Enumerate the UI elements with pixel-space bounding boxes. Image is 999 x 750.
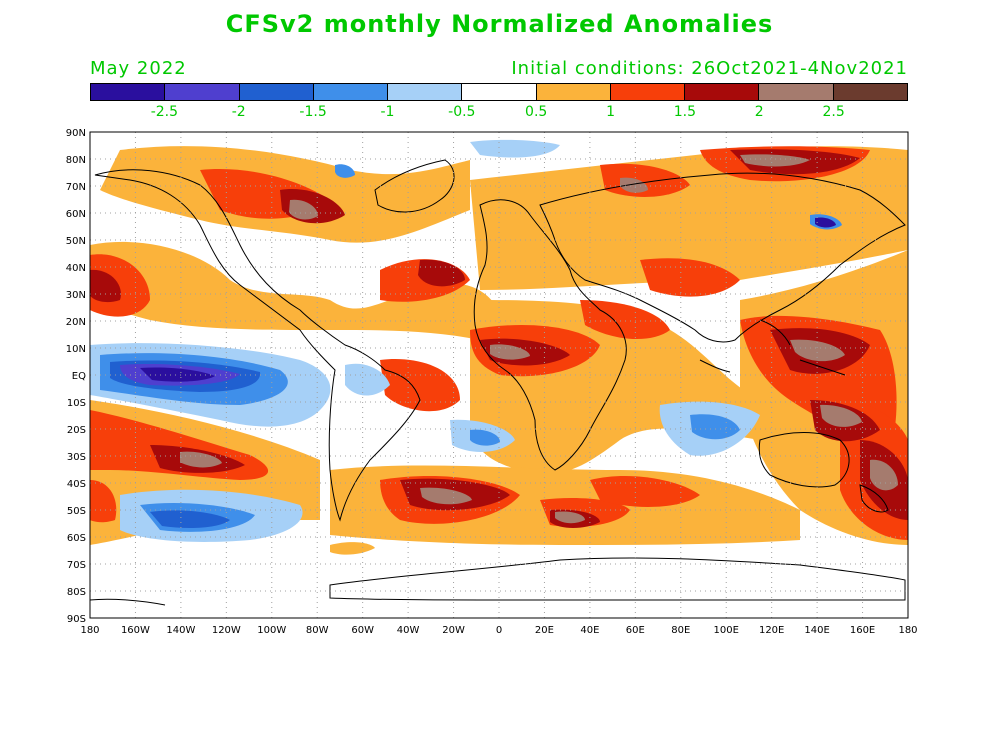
- map-frame: [89, 131, 909, 619]
- lon-label: 20W: [442, 625, 465, 636]
- lat-label: EQ: [72, 371, 86, 382]
- colorbar-segment: [685, 84, 760, 100]
- lon-label: 180: [898, 625, 917, 636]
- initial-conditions: Initial conditions: 26Oct2021-4Nov2021: [511, 58, 908, 79]
- lat-label: 50S: [67, 506, 86, 517]
- lon-label: 80E: [671, 625, 690, 636]
- colorbar-segment: [313, 84, 389, 100]
- lon-label: 80W: [306, 625, 329, 636]
- lat-label: 90S: [67, 614, 86, 625]
- colorbar-label: 1.5: [673, 104, 697, 120]
- anomaly-negative-25: [140, 217, 836, 382]
- colorbar-label: -2: [231, 104, 246, 120]
- lon-label: 20E: [535, 625, 554, 636]
- lon-label: 180: [80, 625, 99, 636]
- colorbar-label: 2.5: [822, 104, 845, 120]
- lat-label: 40S: [67, 479, 86, 490]
- lat-label: 80S: [67, 587, 86, 598]
- chart-title: CFSv2 monthly Normalized Anomalies: [225, 10, 774, 38]
- lat-label: 30N: [66, 290, 86, 301]
- lon-label: 100W: [257, 625, 286, 636]
- colorbar-label: 2: [754, 104, 764, 120]
- lon-label: 120W: [212, 625, 241, 636]
- lon-label: 60E: [626, 625, 645, 636]
- anomaly-field: [90, 139, 908, 555]
- colorbar-label: -2.5: [150, 104, 179, 120]
- lat-label: 20N: [66, 317, 86, 328]
- forecast-month: May 2022: [90, 58, 187, 79]
- map-grid: [90, 132, 908, 618]
- colorbar-segment: [833, 84, 907, 100]
- lon-label: 140W: [166, 625, 195, 636]
- lat-label: 10S: [67, 398, 86, 409]
- colorbar-segment: [91, 84, 166, 100]
- colorbar-segment: [610, 84, 686, 100]
- colorbar-segment: [239, 84, 314, 100]
- colorbar-label: -1: [380, 104, 395, 120]
- lat-label: 60S: [67, 533, 86, 544]
- lat-label: 90N: [66, 128, 86, 139]
- lat-label: 40N: [66, 263, 86, 274]
- colorbar-segment: [165, 84, 240, 100]
- lon-axis-labels: 180 160W 140W 120W 100W 80W 60W 40W 20W 0 20E 40E 60…: [80, 625, 917, 636]
- lat-axis-labels: 90N 80N 70N 60N 50N 40N 30N 20N 10N EQ 10S 20S 30S 40…: [66, 128, 86, 625]
- lon-label: 40W: [397, 625, 420, 636]
- lat-label: 10N: [66, 344, 86, 355]
- lon-label: 100E: [714, 625, 739, 636]
- colorbar-segment: [536, 84, 611, 100]
- lat-label: 50N: [66, 236, 86, 247]
- lon-label: 0: [496, 625, 502, 636]
- lat-label: 70N: [66, 182, 86, 193]
- colorbar-segment: [759, 84, 834, 100]
- lon-label: 60W: [351, 625, 374, 636]
- colorbar: [90, 83, 908, 101]
- lat-label: 60N: [66, 209, 86, 220]
- lat-label: 80N: [66, 155, 86, 166]
- colorbar-segment: [388, 84, 463, 100]
- colorbar-label: 1: [606, 104, 615, 120]
- lon-label: 140E: [804, 625, 829, 636]
- lon-label: 40E: [580, 625, 599, 636]
- lon-label: 160E: [850, 625, 875, 636]
- lat-label: 30S: [67, 452, 86, 463]
- colorbar-label: -0.5: [448, 104, 476, 120]
- colorbar-segment: [462, 84, 537, 100]
- coastlines: [90, 159, 906, 606]
- colorbar-label: -1.5: [299, 104, 327, 120]
- lon-label: 120E: [759, 625, 784, 636]
- lat-label: 70S: [67, 560, 86, 571]
- lon-label: 160W: [121, 625, 150, 636]
- lat-label: 20S: [67, 425, 86, 436]
- colorbar-label: 0.5: [525, 104, 548, 120]
- anomaly-positive-2-25: [180, 154, 898, 524]
